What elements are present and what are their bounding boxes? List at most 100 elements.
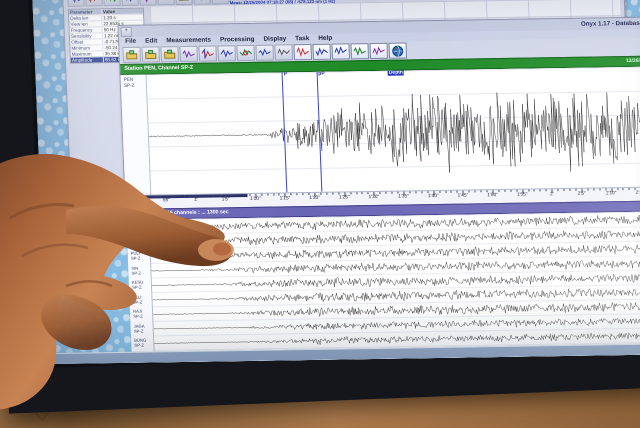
station-bar-right-label: 12/26/2004 07:09:27 bbox=[625, 57, 640, 65]
trace-red-icon[interactable] bbox=[293, 43, 313, 61]
system-menu-button[interactable]: + bbox=[120, 26, 132, 37]
param-name: Maximum bbox=[71, 51, 92, 57]
ruler-tick bbox=[332, 192, 334, 195]
phase-marker-pp-label: pP bbox=[318, 70, 325, 77]
trace-multi-icon[interactable] bbox=[331, 43, 351, 60]
trace-blue-icon[interactable] bbox=[312, 43, 332, 60]
ruler-tick bbox=[545, 189, 547, 192]
ruler-tick bbox=[456, 190, 458, 193]
open-folder-icon[interactable] bbox=[122, 46, 142, 63]
menu-item-task[interactable]: Task bbox=[295, 35, 310, 43]
ruler-tick bbox=[557, 189, 559, 192]
toolbar-waveform-3-icon[interactable] bbox=[103, 0, 121, 7]
param-name: Frequency bbox=[70, 27, 93, 33]
ruler-tick bbox=[439, 190, 441, 193]
param-name: View len bbox=[70, 21, 88, 27]
ruler-label: 1'45" bbox=[457, 193, 469, 199]
menu-item-measurements[interactable]: Measurements bbox=[166, 36, 212, 45]
ruler-label: 2'15" bbox=[635, 190, 640, 196]
ruler-label: 1'35" bbox=[398, 194, 410, 200]
ruler-tick bbox=[296, 193, 298, 196]
ruler-tick bbox=[320, 192, 322, 195]
ruler-tick bbox=[427, 191, 429, 194]
waveform-zoom-icon[interactable] bbox=[198, 45, 218, 62]
waveform-measure-icon[interactable] bbox=[274, 44, 294, 61]
param-name: Offset bbox=[71, 39, 84, 45]
ruler-tick bbox=[391, 191, 393, 194]
ruler-tick bbox=[272, 193, 274, 196]
ruler-tick bbox=[450, 190, 452, 193]
menu-item-file[interactable]: File bbox=[125, 37, 137, 45]
ruler-tick bbox=[397, 191, 399, 194]
ruler-tick bbox=[421, 191, 423, 194]
ruler-tick bbox=[367, 192, 369, 195]
ruler-tick bbox=[302, 193, 304, 196]
ruler-tick bbox=[361, 192, 363, 195]
ruler-tick bbox=[510, 189, 512, 192]
ruler-tick bbox=[261, 193, 263, 196]
ruler-tick bbox=[533, 189, 535, 192]
onyx-window[interactable]: + Onyx 1.17 - Database bulletin File Edi… bbox=[117, 16, 640, 365]
toolbar-waveform-1-icon[interactable] bbox=[67, 0, 85, 7]
ruler-label: 2'5" bbox=[577, 191, 586, 197]
computer-monitor: Channel Zoom Display Spectrum PULI SP-Z … bbox=[0, 0, 640, 414]
ruler-tick bbox=[605, 188, 607, 191]
ruler-tick bbox=[385, 191, 387, 194]
save-folder-icon[interactable] bbox=[141, 46, 161, 63]
toolbar-waveform-4-icon[interactable] bbox=[121, 0, 139, 6]
toolbar-waveform-7-icon[interactable] bbox=[175, 0, 193, 6]
ruler-label: 1'55" bbox=[516, 192, 528, 198]
ruler-tick bbox=[504, 189, 506, 192]
ruler-label: 1'50" bbox=[487, 193, 499, 199]
ruler-tick bbox=[290, 193, 292, 196]
ruler-tick bbox=[468, 190, 470, 193]
ruler-tick bbox=[338, 192, 340, 195]
ruler-label: 1'20" bbox=[309, 195, 321, 201]
ruler-tick bbox=[575, 188, 577, 191]
menu-item-processing[interactable]: Processing bbox=[219, 35, 255, 44]
pointing-hand bbox=[0, 154, 234, 410]
col-header-value: Value bbox=[100, 8, 144, 15]
menu-item-display[interactable]: Display bbox=[263, 35, 287, 43]
ruler-tick bbox=[498, 190, 500, 193]
onyx-window-title: Onyx 1.17 - Database bulletin bbox=[580, 19, 640, 28]
ruler-label: 1'25" bbox=[338, 195, 350, 201]
ruler-tick bbox=[409, 191, 411, 194]
main-seismogram-plot[interactable]: P pP Depth bbox=[145, 66, 640, 195]
menu-item-help[interactable]: Help bbox=[318, 34, 333, 42]
param-name: Sensibility bbox=[70, 33, 92, 39]
ruler-label: 2' bbox=[550, 192, 554, 198]
waveform-marker-icon[interactable] bbox=[255, 44, 275, 61]
ruler-tick bbox=[308, 192, 310, 196]
trace-spectrum-icon[interactable] bbox=[369, 42, 389, 60]
ruler-tick bbox=[587, 188, 589, 191]
puli-toolbar[interactable] bbox=[63, 0, 624, 8]
trace-amp-icon[interactable] bbox=[350, 43, 370, 60]
menu-item-edit[interactable]: Edit bbox=[145, 37, 158, 45]
lock-folder-icon[interactable] bbox=[160, 46, 180, 63]
ruler-tick bbox=[326, 192, 328, 195]
ruler-tick bbox=[516, 189, 518, 192]
selected-phase-marker[interactable]: Depth bbox=[387, 69, 405, 76]
param-name: Delta len bbox=[70, 15, 89, 21]
waveform-compare-icon[interactable] bbox=[236, 44, 256, 62]
ruler-tick bbox=[379, 191, 381, 194]
waveform-filter-icon[interactable] bbox=[217, 45, 237, 62]
ruler-tick bbox=[415, 191, 417, 194]
onyx-toolbar[interactable] bbox=[119, 37, 640, 64]
toolbar-waveform-2-icon[interactable] bbox=[85, 0, 103, 7]
ruler-tick bbox=[350, 192, 352, 195]
main-trace-panel[interactable]: PEN SP-Z P pP Depth bbox=[120, 66, 640, 195]
monitor-screen: Channel Zoom Display Spectrum PULI SP-Z … bbox=[31, 0, 640, 365]
ruler-label: 1'15" bbox=[279, 196, 291, 202]
ruler-tick bbox=[474, 190, 476, 193]
ruler-tick bbox=[563, 188, 565, 192]
waveform-pick-icon[interactable] bbox=[179, 45, 199, 63]
puli-window[interactable]: Channel Zoom Display Spectrum PULI SP-Z … bbox=[61, 0, 634, 230]
globe-icon[interactable] bbox=[388, 42, 408, 59]
ruler-tick bbox=[634, 187, 636, 190]
ruler-tick bbox=[355, 192, 358, 195]
ruler-tick bbox=[266, 193, 269, 196]
table-row[interactable]: Delta len 1.20 s bbox=[69, 13, 144, 21]
ruler-tick bbox=[444, 190, 447, 193]
